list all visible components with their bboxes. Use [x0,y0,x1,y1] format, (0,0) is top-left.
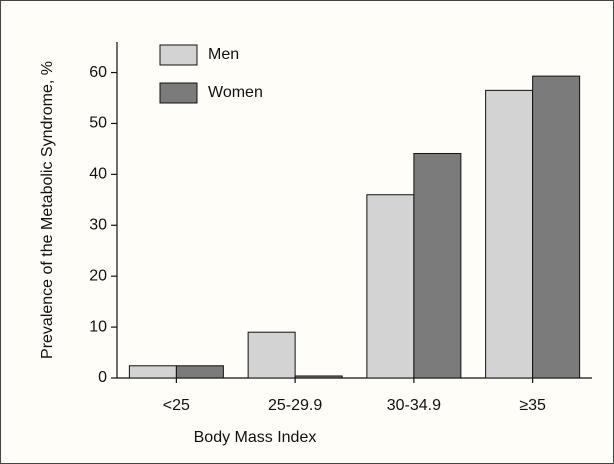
y-tick-label: 20 [89,267,107,284]
x-tick-label: 25-29.9 [268,397,322,414]
legend-swatch [159,44,198,66]
y-tick-label: 50 [89,115,107,132]
bar [532,75,581,379]
y-tick-label: 10 [89,318,107,335]
bar [485,89,534,379]
bar [413,152,462,379]
bar [366,194,415,379]
x-tick-label: ≥35 [519,397,546,414]
bar [294,375,343,379]
legend-swatch [159,82,198,104]
x-tick-label: 30-34.9 [387,397,441,414]
y-axis-label: Prevalence of the Metabolic Syndrome, % [39,61,56,359]
x-axis-label: Body Mass Index [194,429,317,446]
y-tick-label: 40 [89,166,107,183]
legend-label: Men [208,46,239,63]
bar [175,365,224,379]
bar [247,331,296,379]
x-tick-label: <25 [163,397,190,414]
y-tick-label: 60 [89,64,107,81]
bar [128,365,177,379]
y-tick-label: 30 [89,216,107,233]
legend-label: Women [208,84,263,101]
y-tick-label: 0 [98,369,107,386]
